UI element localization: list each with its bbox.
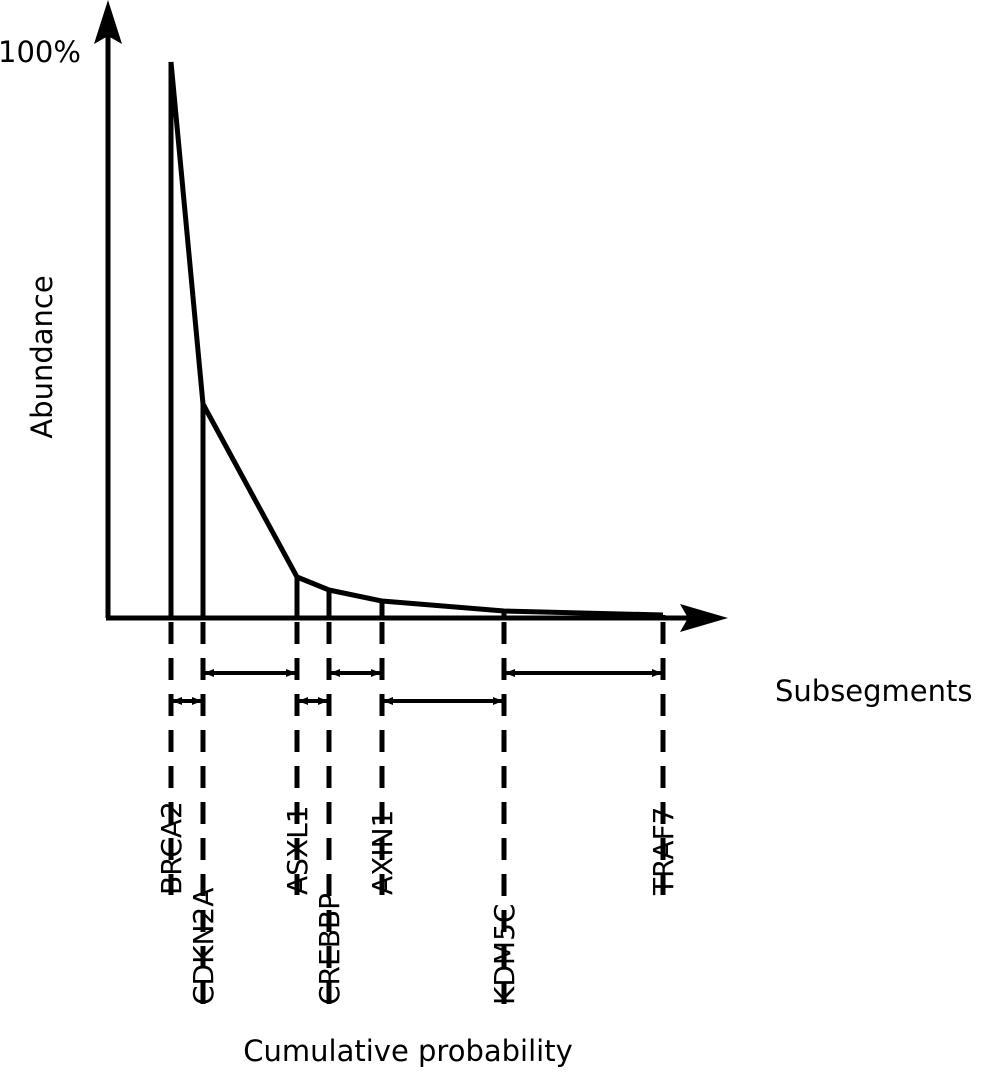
gene-label-axin1: AXIN1 <box>366 810 399 895</box>
x-axis-arrowhead <box>680 604 728 632</box>
gene-label-kdm5c: KDM5C <box>488 904 521 1005</box>
gene-label-cdkn2a: CDKN2A <box>187 888 220 1005</box>
y-max-label: 100% <box>0 35 81 69</box>
gene-label-crebbp: CREBBP <box>313 893 346 1005</box>
cumulative-probability-label: Cumulative probability <box>243 1034 572 1068</box>
y-axis-arrowhead <box>94 0 122 44</box>
subsegment-spans <box>172 669 662 705</box>
gene-label-asxl1: ASXL1 <box>281 805 314 895</box>
gene-labels: BRCA2 CDKN2A ASXL1 CREBBP AXIN1 KDM5C TR… <box>155 801 680 1005</box>
curve-verticals <box>168 62 666 618</box>
gene-label-traf7: TRAF7 <box>647 807 680 897</box>
abundance-curve <box>168 61 664 618</box>
y-axis-label: Abundance <box>25 275 59 438</box>
gene-label-brca2: BRCA2 <box>155 801 188 895</box>
dashed-guides <box>168 622 666 1005</box>
subsegments-label: Subsegments <box>775 674 973 708</box>
